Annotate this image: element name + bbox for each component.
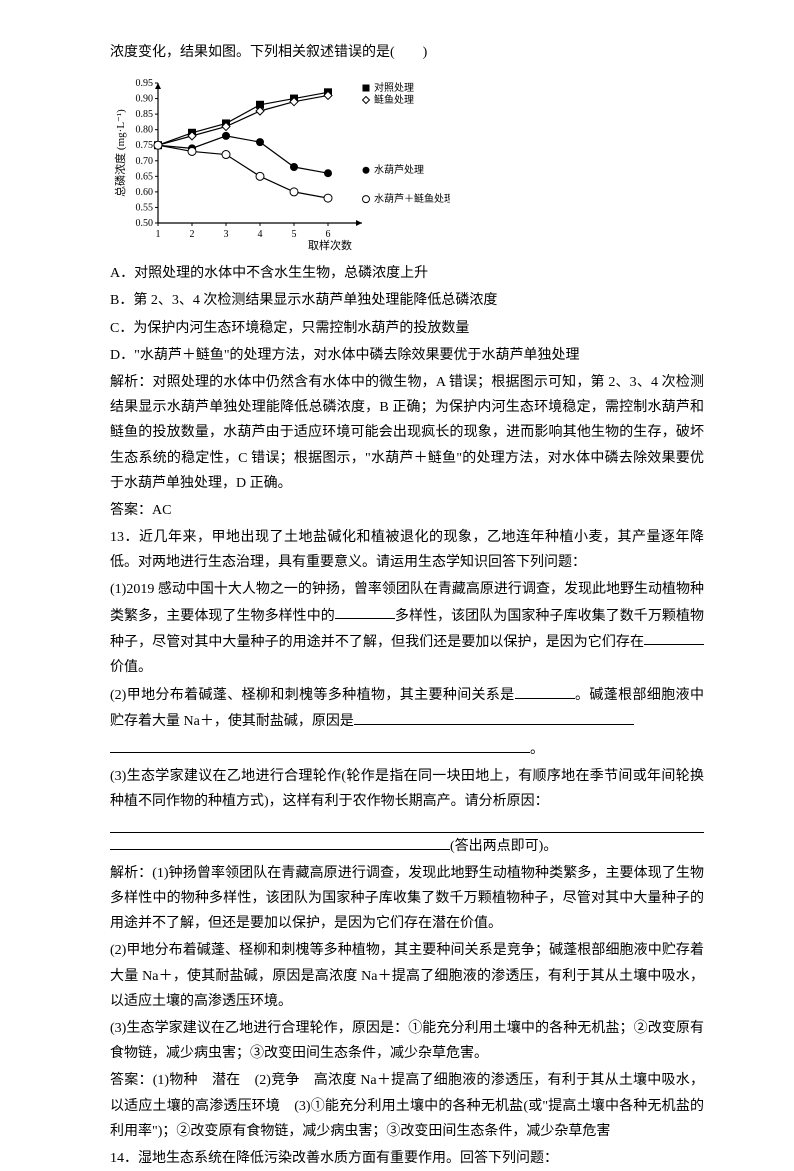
svg-text:3: 3 xyxy=(224,229,229,240)
svg-text:总磷浓度 (mg·L⁻¹): 总磷浓度 (mg·L⁻¹) xyxy=(113,109,127,197)
svg-text:0.65: 0.65 xyxy=(136,172,154,183)
explanation-2-1: 解析：(1)钟扬曾率领团队在青藏高原进行调查，发现此地野生动植物种类繁多，主要体… xyxy=(110,861,704,937)
intro-line: 浓度变化，结果如图。下列相关叙述错误的是( ) xyxy=(110,40,704,65)
svg-text:1: 1 xyxy=(156,229,161,240)
blank-3 xyxy=(515,682,575,699)
q13-2: (2)甲地分布着碱蓬、柽柳和刺槐等多种植物，其主要种间关系是。碱蓬根部细胞液中贮… xyxy=(110,682,704,734)
blank-2 xyxy=(644,629,704,646)
q13-3-b: (答出两点即可)。 xyxy=(450,839,557,854)
chart-svg: 0.50 0.55 0.60 0.65 0.70 0.75 0.80 0.85 0.90 0.95… xyxy=(110,73,450,253)
svg-text:2: 2 xyxy=(190,229,195,240)
svg-text:0.90: 0.90 xyxy=(136,94,154,105)
blank-5a xyxy=(110,816,704,833)
option-a: A．对照处理的水体中不含水生生物，总磷浓度上升 xyxy=(110,261,704,286)
explanation-1: 解析：对照处理的水体中仍然含有水体中的微生物，A 错误；根据图示可知，第 2、3… xyxy=(110,370,704,496)
answer-1: 答案：AC xyxy=(110,498,704,523)
svg-text:0.60: 0.60 xyxy=(136,187,154,198)
q13-2-line2: 。 xyxy=(110,736,704,762)
svg-text:取样次数: 取样次数 xyxy=(308,238,352,252)
svg-text:6: 6 xyxy=(326,229,331,240)
q13-3: (3)生态学家建议在乙地进行合理轮作(轮作是指在同一块田地上，有顺序地在季节间或… xyxy=(110,764,704,814)
answer-2: 答案：(1)物种 潜在 (2)竞争 高浓度 Na＋提高了细胞液的渗透压，有利于其… xyxy=(110,1068,704,1144)
blank-4 xyxy=(354,708,634,725)
blank-1 xyxy=(335,603,395,620)
explanation-2-2: (2)甲地分布着碱蓬、柽柳和刺槐等多种植物，其主要种间关系是竞争；碱蓬根部细胞液… xyxy=(110,938,704,1014)
option-c: C．为保护内河生态环境稳定，只需控制水葫芦的投放数量 xyxy=(110,316,704,341)
q13-1: (1)2019 感动中国十大人物之一的钟扬，曾率领团队在青藏高原进行调查，发现此… xyxy=(110,577,704,679)
svg-text:水葫芦＋鲢鱼处理: 水葫芦＋鲢鱼处理 xyxy=(374,192,450,205)
blank-5b xyxy=(110,833,450,850)
option-d: D．"水葫芦＋鲢鱼"的处理方法，对水体中磷去除效果要优于水葫芦单独处理 xyxy=(110,343,704,368)
svg-text:0.95: 0.95 xyxy=(136,78,154,89)
q13-3-a: (3)生态学家建议在乙地进行合理轮作(轮作是指在同一块田地上，有顺序地在季节间或… xyxy=(110,769,704,809)
svg-text:0.75: 0.75 xyxy=(136,140,154,151)
svg-text:4: 4 xyxy=(258,229,263,240)
q13-2-a: (2)甲地分布着碱蓬、柽柳和刺槐等多种植物，其主要种间关系是 xyxy=(110,688,515,703)
svg-text:水葫芦处理: 水葫芦处理 xyxy=(374,164,424,176)
q14: 14．湿地生态系统在降低污染改善水质方面有重要作用。回答下列问题： xyxy=(110,1146,704,1171)
q13-intro: 13．近几年来，甲地出现了土地盐碱化和植被退化的现象，乙地连年种植小麦，其产量逐… xyxy=(110,525,704,575)
q13-2-c: 。 xyxy=(530,742,544,757)
q13-1-c: 价值。 xyxy=(110,660,152,675)
q13-3-end: (答出两点即可)。 xyxy=(110,833,704,859)
svg-text:0.55: 0.55 xyxy=(136,203,154,214)
svg-text:0.70: 0.70 xyxy=(136,156,154,167)
phosphorus-chart: 0.50 0.55 0.60 0.65 0.70 0.75 0.80 0.85 0.90 0.95… xyxy=(110,73,450,253)
svg-text:5: 5 xyxy=(292,229,297,240)
option-b: B．第 2、3、4 次检测结果显示水葫芦单独处理能降低总磷浓度 xyxy=(110,288,704,313)
svg-text:0.50: 0.50 xyxy=(136,218,154,229)
svg-text:鲢鱼处理: 鲢鱼处理 xyxy=(374,93,414,106)
svg-text:对照处理: 对照处理 xyxy=(374,81,414,94)
svg-text:0.80: 0.80 xyxy=(136,125,154,136)
blank-4b xyxy=(110,736,530,753)
explanation-2-3: (3)生态学家建议在乙地进行合理轮作，原因是：①能充分利用土壤中的各种无机盐；②… xyxy=(110,1016,704,1066)
svg-text:0.85: 0.85 xyxy=(136,109,154,120)
